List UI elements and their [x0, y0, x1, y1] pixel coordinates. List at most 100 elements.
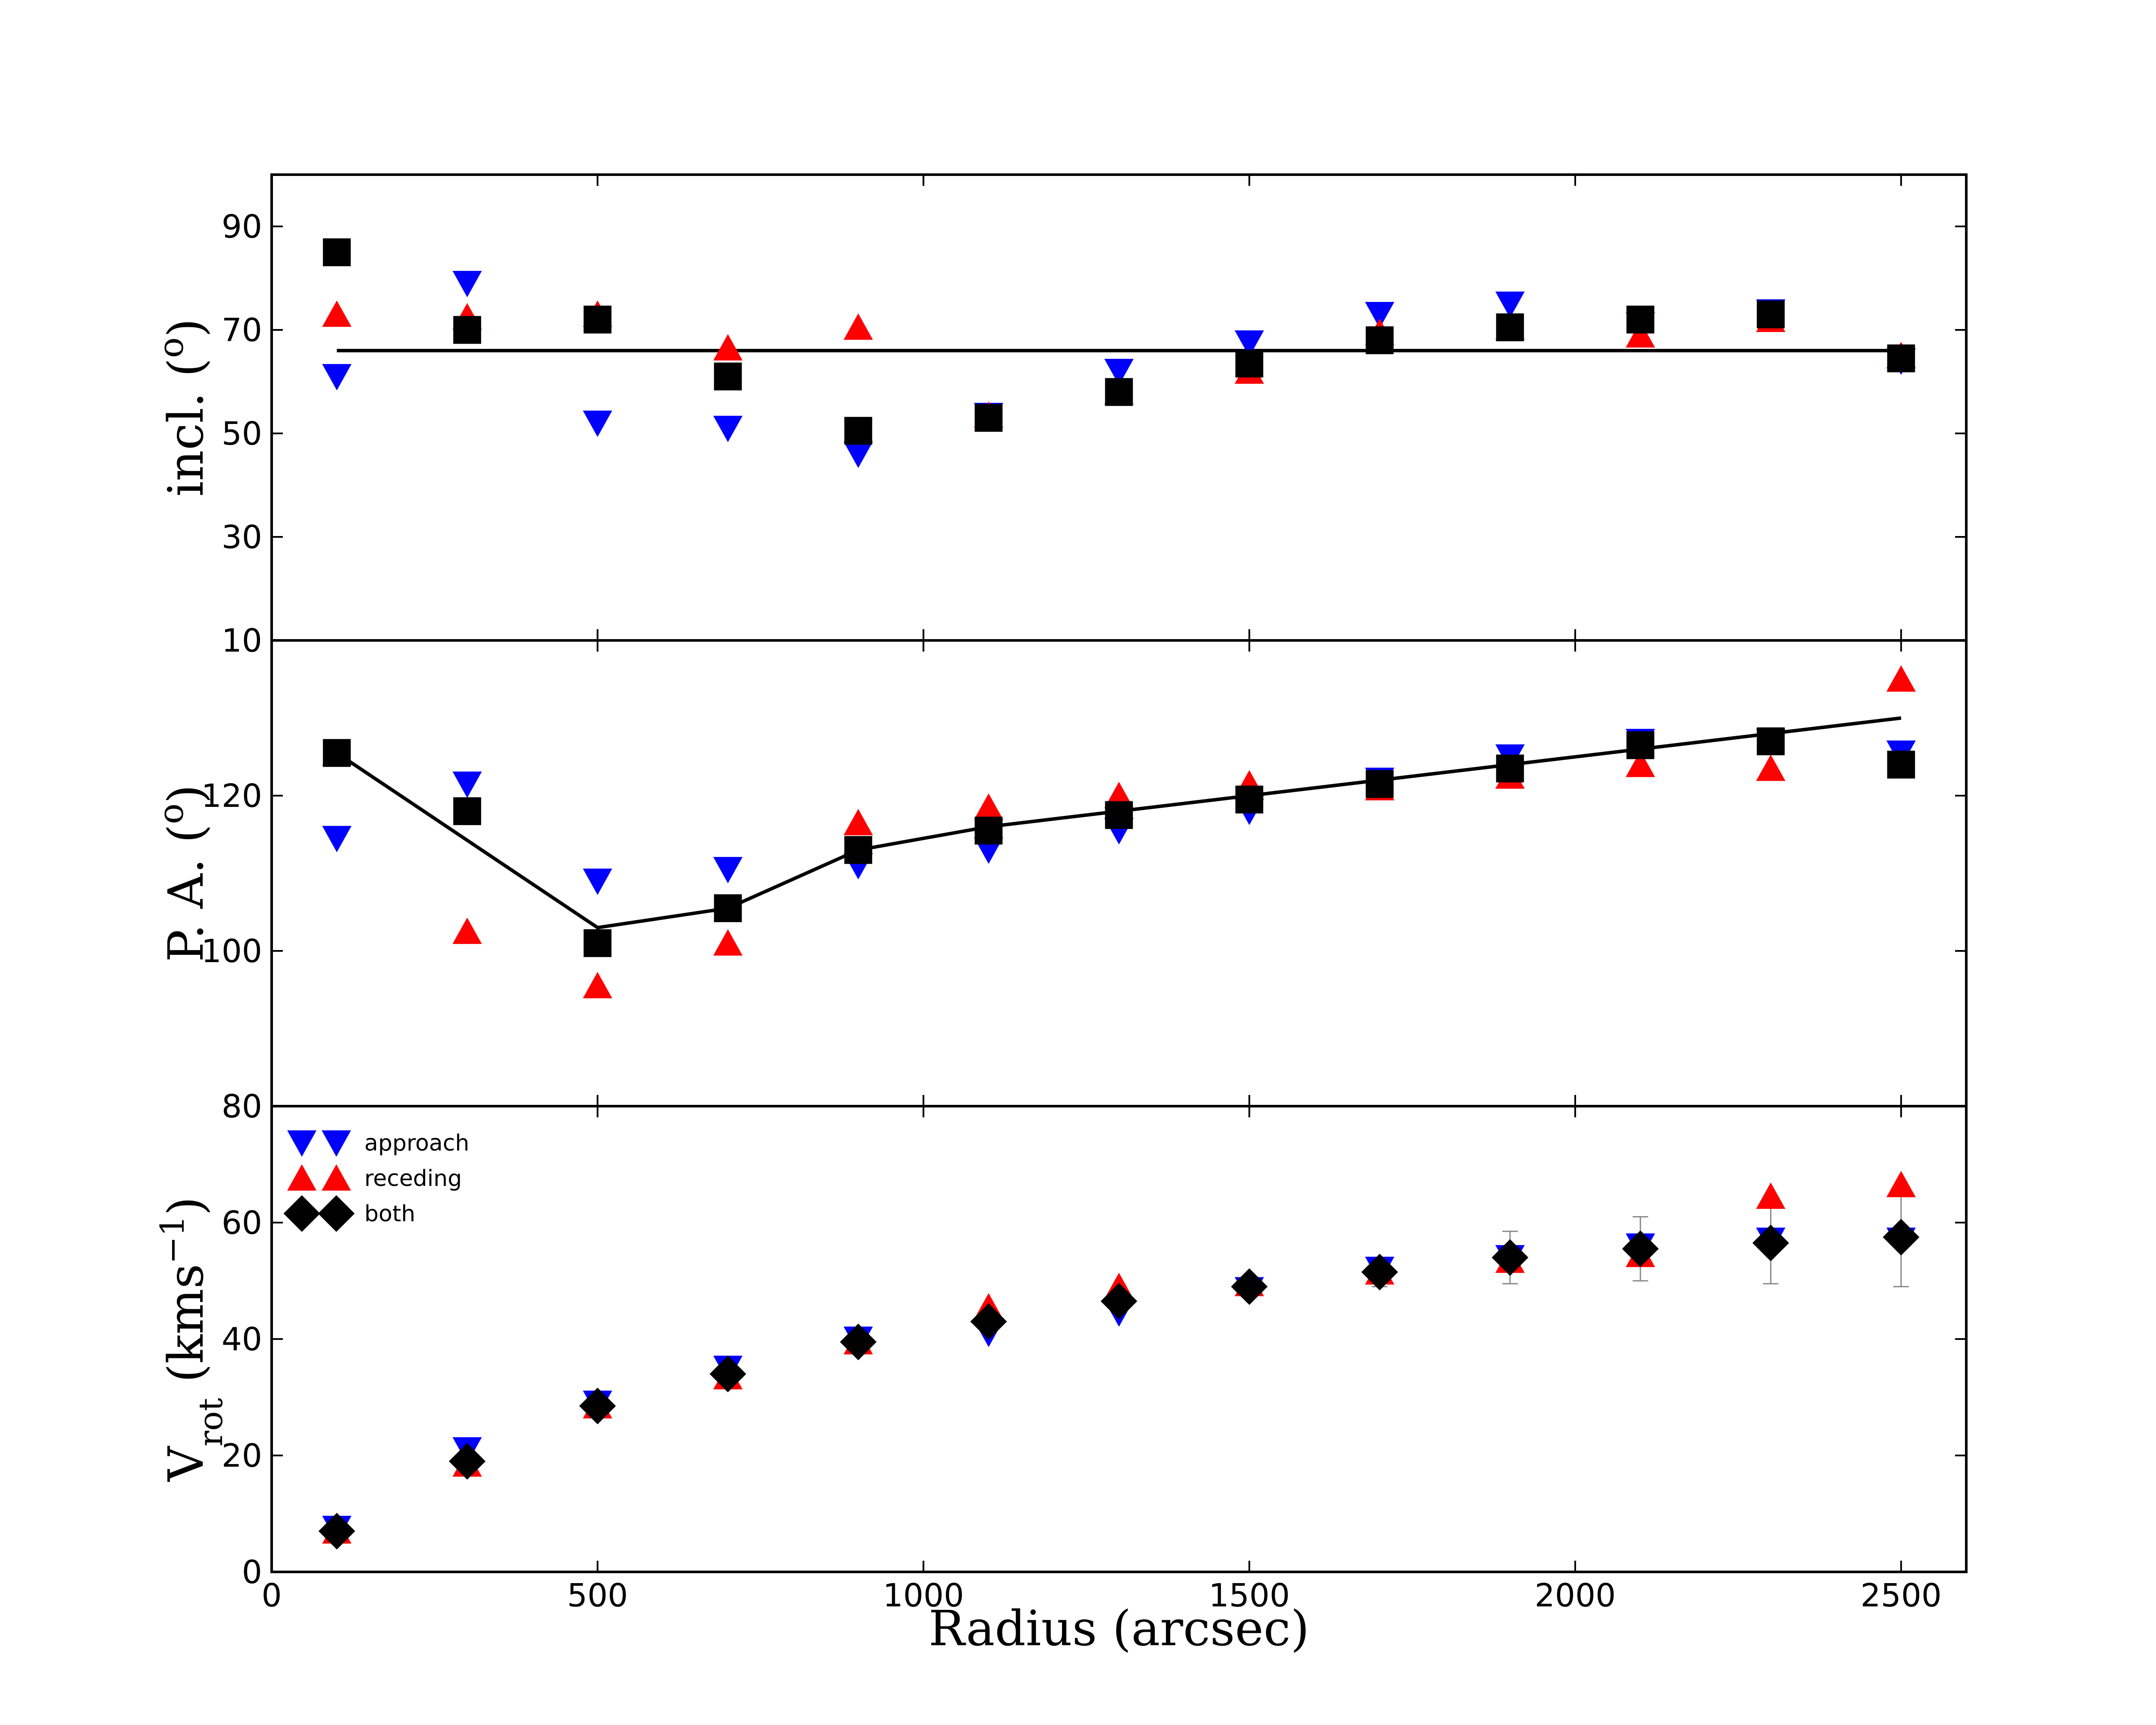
receding-point [713, 334, 743, 361]
y-tick-label: 50 [222, 415, 262, 452]
x-tick-label: 0 [261, 1577, 282, 1614]
receding-point [1626, 321, 1655, 348]
y-tick-label: 100 [201, 933, 262, 970]
both-point [1105, 378, 1133, 406]
superscript: −1 [153, 1216, 191, 1264]
receding-point [1756, 754, 1786, 781]
y-tick-label: 90 [222, 208, 262, 245]
both-point [453, 316, 481, 344]
approach-point [452, 271, 482, 298]
approach-point [1104, 359, 1134, 386]
both-point [1235, 785, 1263, 814]
both-point [714, 894, 742, 922]
legend-label: receding [364, 1166, 462, 1192]
y-tick-label: 30 [222, 519, 262, 556]
legend-marker [287, 1130, 317, 1157]
y-tick-label: 0 [242, 1554, 262, 1591]
x-axis-title: Radius (arcsec) [928, 1601, 1309, 1657]
both-point [1757, 300, 1785, 329]
y-tick-label: 60 [222, 1204, 262, 1242]
both-point [975, 816, 1003, 845]
receding-point [713, 929, 743, 956]
both-point [583, 929, 612, 957]
both-point [1626, 305, 1655, 334]
both-point [1622, 1230, 1659, 1267]
both-point [1235, 349, 1263, 378]
both-point [323, 238, 351, 267]
approach-point [713, 416, 743, 442]
both-point [583, 305, 612, 334]
approach-point [713, 857, 743, 884]
both-point [970, 1303, 1007, 1340]
both-point [1492, 1239, 1529, 1276]
legend-marker [287, 1164, 317, 1191]
both-point [844, 836, 872, 864]
both-point [1757, 727, 1785, 756]
both-point [1366, 326, 1394, 354]
y-tick-label: 120 [201, 778, 262, 815]
receding-point [452, 917, 482, 944]
both-point [1887, 750, 1915, 779]
both-point [709, 1355, 746, 1393]
pa-y-axis-title: P. A. (o) [151, 784, 215, 962]
approach-point [583, 411, 612, 437]
rotation-velocity-panel: 0 20 40 60 0 500 1000 1500 2000 2500 [222, 1105, 1968, 1614]
legend-marker [318, 1195, 355, 1232]
both-point [1496, 754, 1524, 783]
both-point [844, 417, 872, 445]
approach-point [1235, 330, 1264, 357]
approach-point [843, 442, 873, 468]
legend-label: approach [364, 1130, 469, 1156]
both-point [1752, 1224, 1789, 1261]
both-point [448, 1443, 486, 1480]
legend: approach receding both [283, 1130, 469, 1232]
receding-point [843, 809, 873, 835]
y-axis-title-text: P. A. (o) [151, 784, 215, 962]
legend-marker [322, 1164, 351, 1191]
approach-point [1365, 302, 1395, 329]
receding-point [322, 300, 352, 327]
legend-label: both [364, 1201, 415, 1227]
approach-point [322, 364, 352, 391]
y-tick-label: 70 [222, 312, 262, 349]
both-point [1100, 1283, 1138, 1320]
both-point [579, 1387, 616, 1424]
both-point [453, 797, 481, 825]
approach-point [583, 869, 612, 895]
y-tick-label: 80 [222, 1088, 262, 1125]
both-point [1105, 801, 1133, 829]
both-point [1883, 1219, 1920, 1256]
both-point [840, 1324, 877, 1361]
x-tick-label: 1500 [1209, 1577, 1290, 1614]
receding-point [583, 972, 612, 998]
fit-line [335, 716, 1902, 930]
x-tick-label: 2500 [1861, 1577, 1942, 1614]
both-point [1361, 1254, 1398, 1291]
both-point [1626, 731, 1655, 759]
y-tick-label: 40 [222, 1321, 262, 1358]
y-tick-label: 10 [222, 622, 262, 659]
both-point [1231, 1268, 1268, 1305]
subscript: rot [191, 1398, 230, 1447]
both-point [1496, 313, 1524, 342]
both-point [1887, 344, 1915, 373]
both-point [318, 1513, 355, 1549]
receding-point [974, 793, 1003, 820]
legend-marker [283, 1195, 320, 1232]
approach-point [1495, 292, 1525, 318]
receding-point [843, 313, 873, 340]
degree-symbol: o [151, 803, 191, 824]
receding-point [1886, 1170, 1916, 1198]
both-point [1366, 770, 1394, 798]
x-tick-label: 1000 [883, 1577, 964, 1614]
inclination-panel: 10 30 50 70 90 [222, 173, 1968, 659]
x-tick-label: 2000 [1535, 1577, 1616, 1614]
receding-point [1626, 750, 1655, 777]
x-tick-label: 500 [567, 1577, 628, 1614]
both-point [714, 362, 742, 391]
y-tick-label: 20 [222, 1437, 262, 1474]
approach-point [322, 826, 352, 853]
both-point [323, 739, 351, 767]
